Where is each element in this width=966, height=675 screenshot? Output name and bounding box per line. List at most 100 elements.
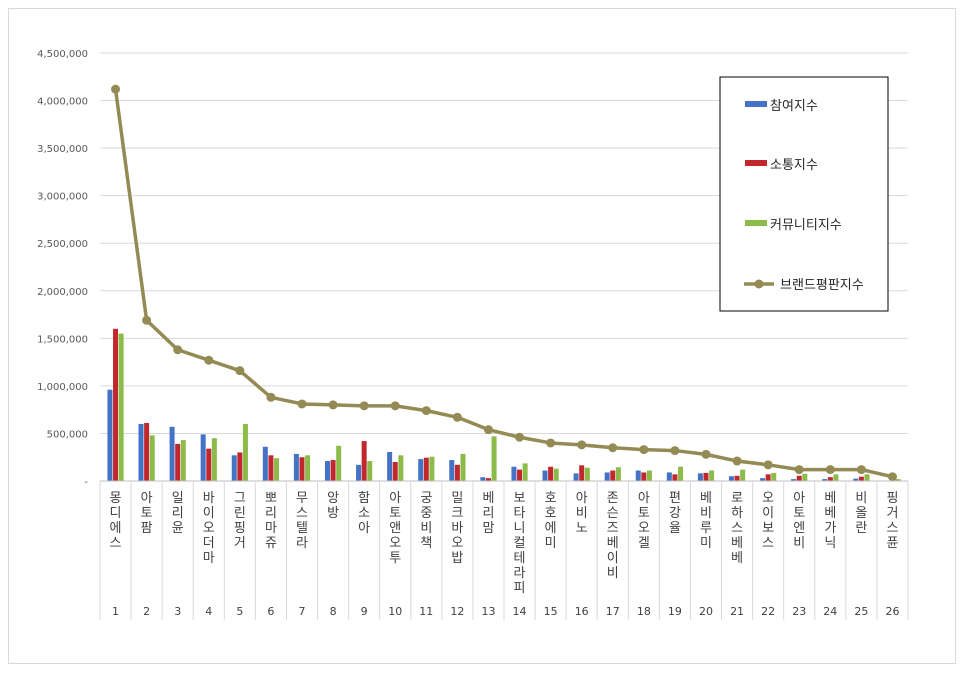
category-label-char: 무 bbox=[296, 491, 308, 506]
category-number: 20 bbox=[699, 605, 713, 618]
point-브랜드평판지수-3 bbox=[173, 345, 183, 355]
category-label-char: 투 bbox=[389, 551, 401, 566]
category-number: 26 bbox=[885, 605, 899, 618]
bar-소통지수-18 bbox=[641, 472, 647, 481]
bar-커뮤니티지수-19 bbox=[678, 466, 684, 481]
bar-소통지수-10 bbox=[392, 461, 398, 481]
category-label-char: 미 bbox=[700, 536, 712, 551]
category-label-char: 리 bbox=[172, 506, 184, 521]
bar-소통지수-17 bbox=[610, 470, 616, 481]
category-label-char: 슨 bbox=[607, 506, 619, 521]
category-label-char: 몽 bbox=[110, 491, 122, 506]
legend-swatch-커뮤니티지수 bbox=[745, 220, 767, 226]
point-브랜드평판지수-18 bbox=[639, 445, 649, 455]
category-number: 25 bbox=[854, 605, 868, 618]
category-number: 14 bbox=[513, 605, 527, 618]
y-tick-label: 1,500,000 bbox=[37, 334, 88, 345]
point-브랜드평판지수-21 bbox=[732, 456, 742, 466]
category-label-char: 리 bbox=[482, 506, 494, 521]
category-label-char: 이 bbox=[762, 506, 774, 521]
category-label-char: 스 bbox=[762, 536, 774, 551]
category-label-char: 함 bbox=[358, 491, 370, 506]
category-label-char: 방 bbox=[327, 506, 339, 521]
category-label-char: 라 bbox=[514, 566, 526, 581]
bar-소통지수-21 bbox=[734, 475, 740, 481]
point-브랜드평판지수-24 bbox=[825, 465, 835, 475]
bar-소통지수-9 bbox=[361, 441, 367, 481]
category-label-char: 뽀 bbox=[265, 491, 277, 506]
category-label-char: 강 bbox=[669, 506, 681, 521]
bar-커뮤니티지수-8 bbox=[336, 445, 342, 481]
category-number: 24 bbox=[823, 605, 837, 618]
category-label-char: 쥬 bbox=[265, 536, 277, 551]
legend-label-소통지수: 소통지수 bbox=[770, 158, 818, 173]
category-label-char: 오 bbox=[389, 536, 401, 551]
category-label-char: 비 bbox=[700, 506, 712, 521]
point-브랜드평판지수-2 bbox=[142, 315, 152, 325]
category-label-char: 비 bbox=[855, 491, 867, 506]
category-label-char: 아 bbox=[793, 491, 805, 506]
point-브랜드평판지수-11 bbox=[421, 406, 431, 416]
category-label-char: 컬 bbox=[514, 536, 526, 551]
point-브랜드평판지수-4 bbox=[204, 355, 214, 365]
bar-커뮤니티지수-5 bbox=[242, 423, 248, 481]
legend-swatch-marker bbox=[754, 279, 764, 289]
category-label-char: 베 bbox=[731, 536, 743, 551]
category-label-char: 거 bbox=[234, 536, 246, 551]
category-label-char: 토 bbox=[793, 506, 805, 521]
point-브랜드평판지수-23 bbox=[794, 465, 804, 475]
category-label-char: 핑 bbox=[234, 521, 246, 536]
y-tick-label: - bbox=[84, 477, 88, 488]
y-axis-ticks: - 500,000 1,000,000 1,500,000 2,000,000 2,500… bbox=[37, 49, 88, 488]
category-label-char: 아 bbox=[141, 491, 153, 506]
category-label-char: 로 bbox=[731, 491, 743, 506]
bar-참여지수-14 bbox=[511, 466, 517, 481]
category-label-char: 그 bbox=[234, 491, 246, 506]
category-label-char: 디 bbox=[110, 506, 122, 521]
category-label-char: 비 bbox=[607, 566, 619, 581]
point-브랜드평판지수-20 bbox=[701, 449, 711, 459]
category-number: 17 bbox=[606, 605, 620, 618]
bar-참여지수-19 bbox=[666, 472, 672, 481]
category-label-char: 아 bbox=[576, 491, 588, 506]
category-label-char: 하 bbox=[731, 506, 743, 521]
bar-소통지수-15 bbox=[548, 466, 554, 481]
category-number: 6 bbox=[267, 605, 274, 618]
bar-참여지수-15 bbox=[542, 470, 548, 481]
category-number: 1 bbox=[112, 605, 119, 618]
category-label-char: 엔 bbox=[793, 521, 805, 536]
point-브랜드평판지수-5 bbox=[235, 366, 245, 376]
bar-참여지수-11 bbox=[418, 459, 424, 481]
category-label-char: 일 bbox=[172, 491, 184, 506]
bar-참여지수-10 bbox=[387, 451, 393, 481]
y-tick-label: 3,500,000 bbox=[37, 144, 88, 155]
category-number: 22 bbox=[761, 605, 775, 618]
category-number: 3 bbox=[174, 605, 181, 618]
bar-소통지수-5 bbox=[237, 452, 243, 481]
category-number: 11 bbox=[419, 605, 433, 618]
category-label-char: 겔 bbox=[638, 536, 650, 551]
category-label-char: 토 bbox=[638, 506, 650, 521]
bars bbox=[107, 328, 901, 481]
bar-소통지수-19 bbox=[672, 474, 678, 481]
category-label-char: 린 bbox=[234, 506, 246, 521]
category-label-char: 베 bbox=[824, 506, 836, 521]
category-label-char: 닉 bbox=[824, 536, 836, 551]
bar-소통지수-3 bbox=[175, 443, 181, 481]
category-label-char: 스 bbox=[886, 521, 898, 536]
category-number: 8 bbox=[330, 605, 337, 618]
category-number: 7 bbox=[299, 605, 306, 618]
category-label-char: 니 bbox=[514, 521, 526, 536]
bar-커뮤니티지수-21 bbox=[740, 469, 746, 481]
line-브랜드평판지수 bbox=[113, 88, 893, 479]
bar-소통지수-2 bbox=[144, 422, 150, 481]
bar-참여지수-18 bbox=[635, 470, 641, 481]
category-label-char: 호 bbox=[545, 506, 557, 521]
x-axis: 몽디에스1아토팜2일리윤3바이오더마4그린핑거5뽀리마쥬6무스텔라7앙방8함소아… bbox=[99, 480, 909, 620]
legend-swatch-참여지수 bbox=[745, 101, 767, 107]
bar-참여지수-3 bbox=[169, 426, 175, 481]
bar-참여지수-16 bbox=[573, 473, 579, 481]
point-브랜드평판지수-9 bbox=[359, 401, 369, 411]
bar-소통지수-16 bbox=[579, 465, 585, 481]
